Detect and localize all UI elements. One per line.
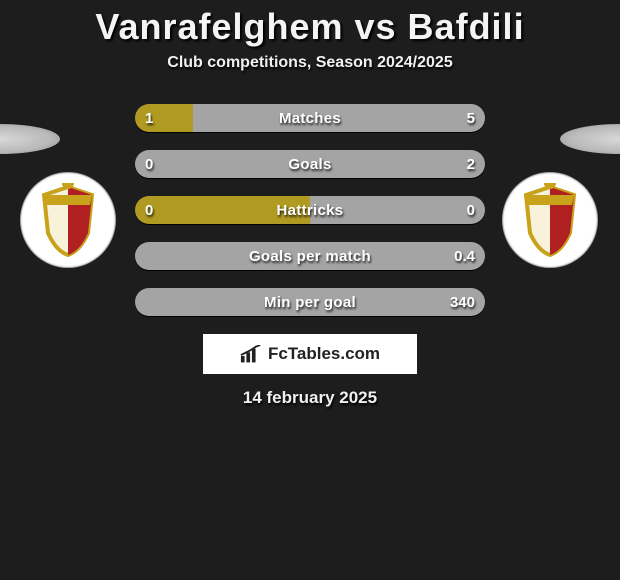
club-logo-right	[502, 172, 598, 268]
bar-chart-icon	[240, 345, 262, 363]
stat-bar-right-seg	[135, 242, 485, 270]
subtitle: Club competitions, Season 2024/2025	[0, 54, 620, 72]
stat-bar-right-seg	[193, 104, 485, 132]
player-shadow-right	[560, 124, 620, 154]
stat-bar: Min per goal340	[135, 288, 485, 316]
stat-bar-right-seg	[310, 196, 485, 224]
date-label: 14 february 2025	[0, 388, 620, 408]
stat-bar-left-seg	[135, 196, 310, 224]
stat-bar: Goals02	[135, 150, 485, 178]
page-title: Vanrafelghem vs Bafdili	[0, 0, 620, 48]
stat-bar-right-seg	[135, 288, 485, 316]
fctables-label: FcTables.com	[268, 344, 380, 364]
fctables-badge[interactable]: FcTables.com	[203, 334, 417, 374]
club-logo-left	[20, 172, 116, 268]
stat-bar: Matches15	[135, 104, 485, 132]
club-crest-icon	[520, 185, 580, 255]
stat-bar-left-seg	[135, 104, 193, 132]
club-crest-icon	[38, 185, 98, 255]
stat-bar: Hattricks00	[135, 196, 485, 224]
stat-bars: Matches15 Goals02 Hattricks00 Goals per mat…	[135, 104, 485, 316]
player-shadow-left	[0, 124, 60, 154]
stat-bar: Goals per match0.4	[135, 242, 485, 270]
stat-bar-right-seg	[135, 150, 485, 178]
